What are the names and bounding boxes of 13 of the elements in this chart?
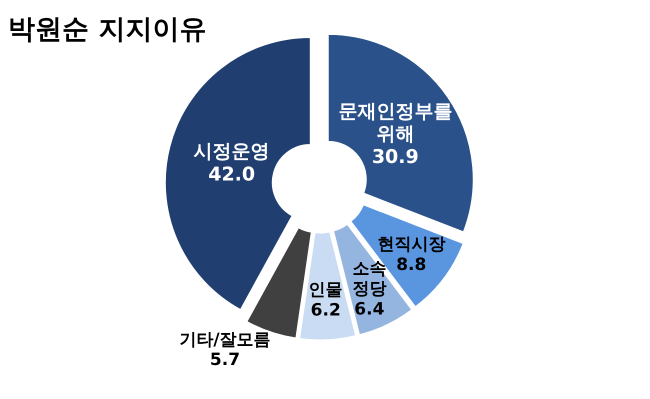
- data-label: 42.0: [208, 163, 256, 186]
- slice-label: 시정운영: [194, 140, 270, 163]
- slice-label: 현직시장: [377, 234, 446, 255]
- slice-label: 소속 정당: [352, 258, 386, 300]
- data-label: 8.8: [396, 255, 426, 276]
- slice-label: 문재인정부를 위해: [338, 100, 452, 146]
- data-label: 30.9: [372, 146, 419, 168]
- data-label: 6.4: [354, 300, 385, 320]
- chart-title: 박원순 지지이유: [8, 14, 206, 45]
- data-label: 6.2: [310, 300, 341, 320]
- data-label: 5.7: [210, 350, 240, 370]
- slice-label: 기타/잘모름: [179, 330, 271, 350]
- slice-label: 인물: [308, 280, 343, 300]
